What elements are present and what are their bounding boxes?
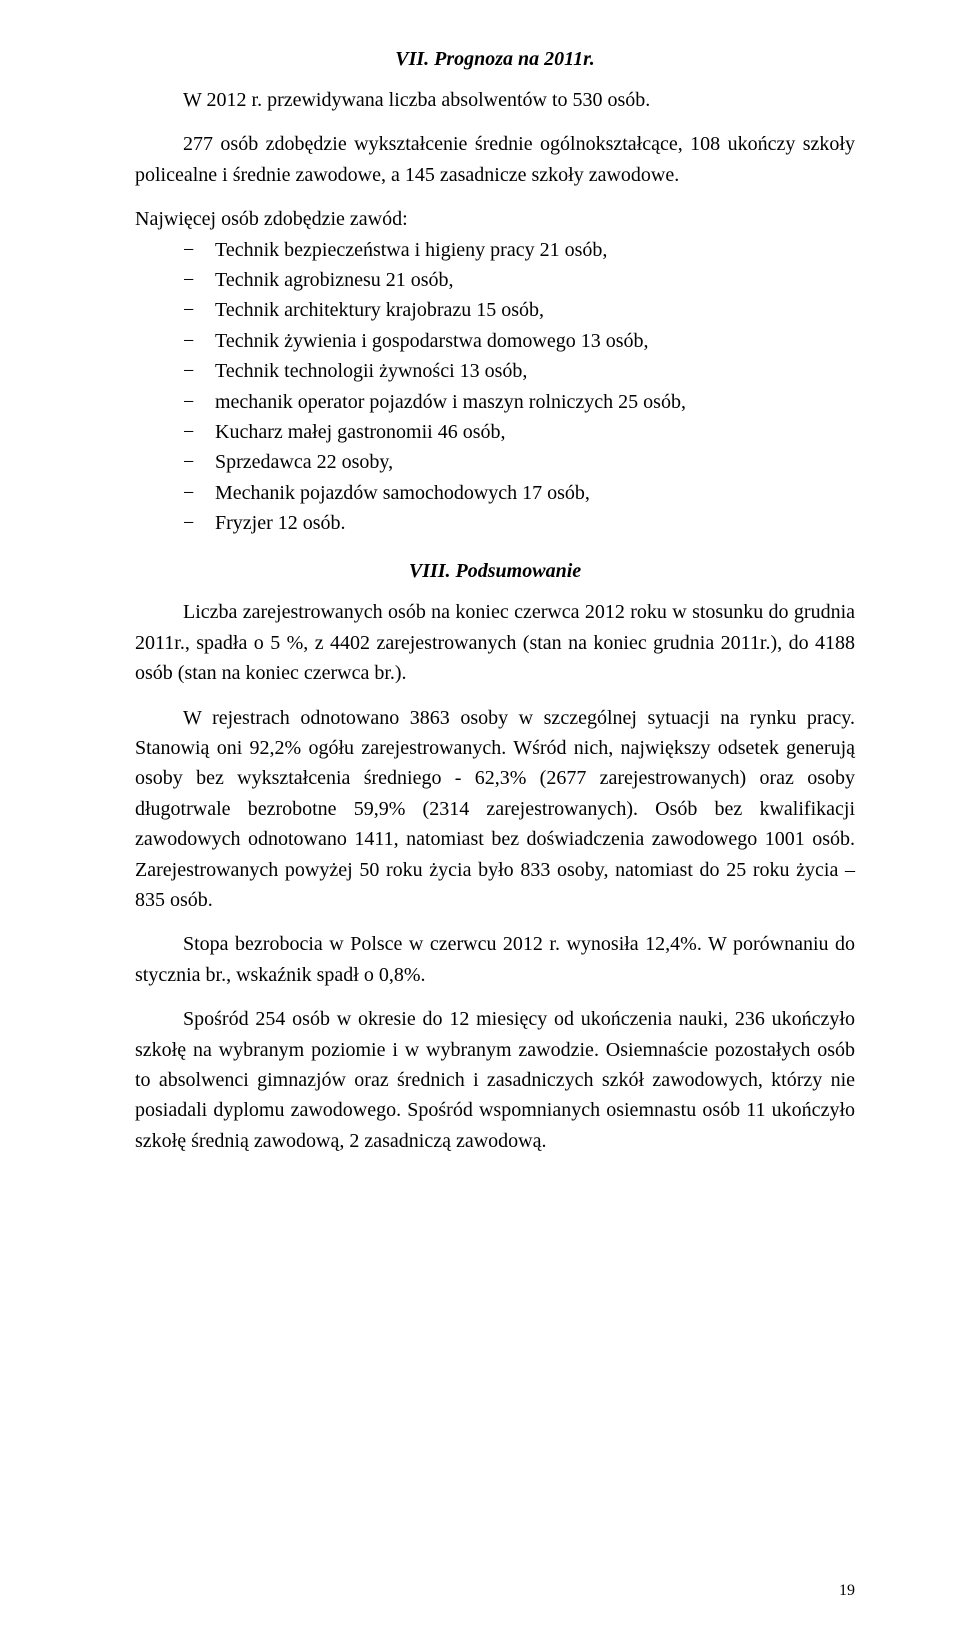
body-text: Spośród 254 osób w okresie do 12 miesięc… bbox=[135, 1008, 855, 1152]
profession-list: Technik bezpieczeństwa i higieny pracy 2… bbox=[135, 235, 855, 539]
list-item-text: Technik technologii żywności 13 osób, bbox=[215, 360, 527, 382]
list-item-text: Technik agrobiznesu 21 osób, bbox=[215, 269, 454, 291]
section-7-para-2: 277 osób zdobędzie wykształcenie średnie… bbox=[135, 129, 855, 190]
body-text: Liczba zarejestrowanych osób na koniec c… bbox=[135, 601, 855, 684]
section-8-para-2: W rejestrach odnotowano 3863 osoby w szc… bbox=[135, 703, 855, 916]
body-text: Stopa bezrobocia w Polsce w czerwcu 2012… bbox=[135, 933, 855, 985]
list-item-text: Technik bezpieczeństwa i higieny pracy 2… bbox=[215, 239, 607, 261]
list-item-text: Kucharz małej gastronomii 46 osób, bbox=[215, 421, 506, 443]
list-item: Sprzedawca 22 osoby, bbox=[135, 447, 855, 477]
section-7-title: VII. Prognoza na 2011r. bbox=[135, 48, 855, 71]
list-item: Fryzjer 12 osób. bbox=[135, 508, 855, 538]
list-item: mechanik operator pojazdów i maszyn roln… bbox=[135, 387, 855, 417]
list-item: Technik agrobiznesu 21 osób, bbox=[135, 265, 855, 295]
list-item-text: Technik architektury krajobrazu 15 osób, bbox=[215, 299, 544, 321]
body-text: Najwięcej osób zdobędzie zawód: bbox=[135, 208, 408, 230]
section-7-para-1: W 2012 r. przewidywana liczba absolwentó… bbox=[135, 85, 855, 115]
list-item: Technik architektury krajobrazu 15 osób, bbox=[135, 295, 855, 325]
list-item: Technik żywienia i gospodarstwa domowego… bbox=[135, 326, 855, 356]
list-item: Kucharz małej gastronomii 46 osób, bbox=[135, 417, 855, 447]
list-item-text: Mechanik pojazdów samochodowych 17 osób, bbox=[215, 482, 590, 504]
list-item: Technik bezpieczeństwa i higieny pracy 2… bbox=[135, 235, 855, 265]
section-8-para-3: Stopa bezrobocia w Polsce w czerwcu 2012… bbox=[135, 929, 855, 990]
document-page: VII. Prognoza na 2011r. W 2012 r. przewi… bbox=[0, 0, 960, 1640]
section-7-lead: Najwięcej osób zdobędzie zawód: bbox=[135, 204, 855, 234]
section-8-para-1: Liczba zarejestrowanych osób na koniec c… bbox=[135, 597, 855, 688]
body-text: 277 osób zdobędzie wykształcenie średnie… bbox=[135, 133, 855, 185]
section-8-title: VIII. Podsumowanie bbox=[135, 560, 855, 583]
list-item-text: Technik żywienia i gospodarstwa domowego… bbox=[215, 330, 649, 352]
list-item: Technik technologii żywności 13 osób, bbox=[135, 356, 855, 386]
list-item-text: mechanik operator pojazdów i maszyn roln… bbox=[215, 391, 686, 413]
body-text: W rejestrach odnotowano 3863 osoby w szc… bbox=[135, 707, 855, 911]
list-item-text: Sprzedawca 22 osoby, bbox=[215, 451, 393, 473]
list-item: Mechanik pojazdów samochodowych 17 osób, bbox=[135, 478, 855, 508]
list-item-text: Fryzjer 12 osób. bbox=[215, 512, 346, 534]
section-8-para-4: Spośród 254 osób w okresie do 12 miesięc… bbox=[135, 1004, 855, 1156]
body-text: W 2012 r. przewidywana liczba absolwentó… bbox=[183, 89, 650, 111]
page-number: 19 bbox=[839, 1582, 855, 1600]
